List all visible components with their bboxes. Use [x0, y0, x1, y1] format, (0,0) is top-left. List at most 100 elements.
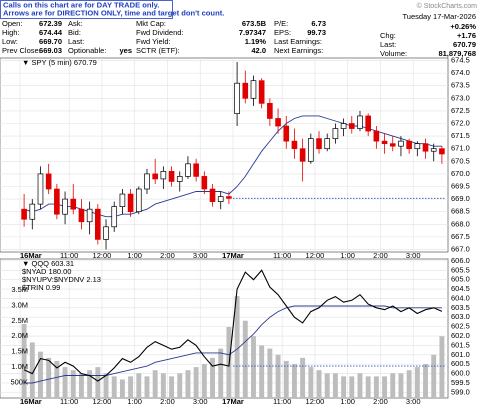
y-tick-label: 600.0	[451, 369, 470, 378]
volume-bar	[316, 370, 322, 398]
candle-body	[275, 118, 281, 127]
legend: ▼ QQQ 603.31	[22, 259, 74, 268]
volume-bar	[160, 373, 166, 398]
quote-label: SCTR (ETF):	[136, 46, 180, 55]
candle-body	[308, 138, 314, 162]
volume-bar	[21, 323, 27, 398]
y-tick-label: 603.5	[451, 303, 470, 312]
candle-body	[135, 188, 142, 213]
y-tick-label: 673.5	[451, 81, 470, 90]
legend: $NYAD 180.00	[22, 267, 71, 276]
quote-label: Low:	[2, 37, 18, 46]
volume-bar	[234, 296, 240, 398]
candle-body	[119, 193, 126, 207]
volume-bar	[275, 354, 281, 398]
volume-tick-label: 2.0M	[11, 331, 28, 340]
change-percent: +0.26%	[450, 22, 476, 31]
quote-label: Mkt Cap:	[136, 19, 166, 28]
x-tick-label: 3:00	[193, 251, 208, 260]
y-tick-label: 600.5	[451, 359, 470, 368]
y-tick-label: 672.5	[451, 106, 470, 115]
candle-body	[430, 148, 437, 152]
stat-value: 670.79	[453, 40, 476, 49]
volume-bar	[423, 364, 428, 398]
candle-body	[365, 115, 371, 132]
quote-label: Prev Close:	[2, 46, 41, 55]
legend: $TRIN 0.99	[22, 283, 60, 292]
notice-line: Arrows are for DIRECTION ONLY, time and …	[3, 9, 224, 18]
candle-body	[381, 140, 388, 145]
quote-value: 673.5B	[242, 19, 267, 28]
y-tick-label: 604.0	[451, 293, 470, 302]
volume-bar	[111, 376, 117, 398]
x-tick-label: 11:00	[273, 397, 291, 406]
volume-bar	[193, 367, 199, 398]
x-tick-label: 12:00	[306, 251, 325, 260]
quote-value: 6.73	[311, 19, 326, 28]
volume-bar	[46, 357, 52, 398]
volume-bar	[308, 367, 314, 398]
y-tick-label: 670.5	[451, 156, 470, 165]
volume-bar	[291, 364, 297, 398]
x-tick-label: 1:00	[340, 397, 355, 406]
volume-bar	[242, 320, 248, 398]
notice-line: Calls on this chart are for DAY TRADE on…	[3, 1, 159, 10]
stat-label: Last:	[380, 40, 396, 49]
candle-body	[226, 196, 232, 199]
candle-body	[95, 208, 101, 240]
x-tick-label: 12:00	[93, 251, 112, 260]
y-tick-label: 673.0	[451, 93, 470, 102]
candle-body	[398, 140, 404, 147]
volume-bar	[103, 373, 109, 398]
candle-body	[168, 171, 175, 182]
volume-bar	[259, 345, 265, 398]
x-tick-label: 11:00	[60, 397, 78, 406]
quote-label: Open:	[2, 19, 22, 28]
volume-bar	[267, 348, 273, 398]
quote-label: Last Earnings:	[274, 37, 322, 46]
volume-bar	[431, 354, 437, 398]
quote-label: P/E:	[274, 19, 288, 28]
volume-bar	[283, 360, 289, 398]
volume-bar	[185, 370, 191, 398]
quote-label: Ask:	[68, 19, 83, 28]
volume-bar	[332, 373, 338, 398]
moving-average	[23, 115, 442, 218]
y-tick-label: 604.5	[451, 284, 470, 293]
quote-value: 1.19%	[245, 37, 267, 46]
quote-value: 669.03	[39, 46, 62, 55]
candle-body	[348, 123, 355, 129]
quote-value: 669.70	[39, 37, 62, 46]
candle-body	[185, 163, 191, 177]
y-tick-label: 671.0	[451, 144, 470, 153]
y-tick-label: 668.0	[451, 219, 470, 228]
x-tick-label: 1:00	[127, 397, 142, 406]
y-tick-label: 674.5	[451, 56, 470, 65]
volume-bar	[128, 376, 134, 398]
x-tick-label: 11:00	[273, 251, 291, 260]
candle-body	[144, 173, 150, 190]
legend: $NYUPV:$NYDNV 2.13	[22, 275, 101, 284]
volume-bar	[70, 370, 76, 398]
quote-value: yes	[119, 46, 132, 55]
volume-tick-label: 1.5M	[11, 347, 28, 356]
y-tick-label: 599.5	[451, 378, 470, 387]
candle-body	[37, 173, 44, 205]
legend: ▼ SPY (5 min) 670.79	[22, 58, 97, 67]
volume-tick-label: 1.0M	[11, 362, 28, 371]
y-tick-label: 670.0	[451, 169, 470, 178]
volume-bar	[119, 379, 125, 398]
candle-body	[250, 80, 257, 99]
x-tick-label: 17Mar	[222, 397, 244, 406]
candle-body	[267, 103, 273, 119]
volume-bar	[54, 360, 60, 398]
volume-bar	[177, 373, 183, 398]
quote-value: 674.44	[39, 28, 63, 37]
quote-value: 99.73	[307, 28, 326, 37]
stat-value: +1.76	[457, 31, 476, 40]
candle-body	[111, 206, 118, 228]
volume-bar	[78, 373, 84, 398]
candle-body	[283, 125, 290, 142]
volume-bar	[169, 376, 175, 398]
